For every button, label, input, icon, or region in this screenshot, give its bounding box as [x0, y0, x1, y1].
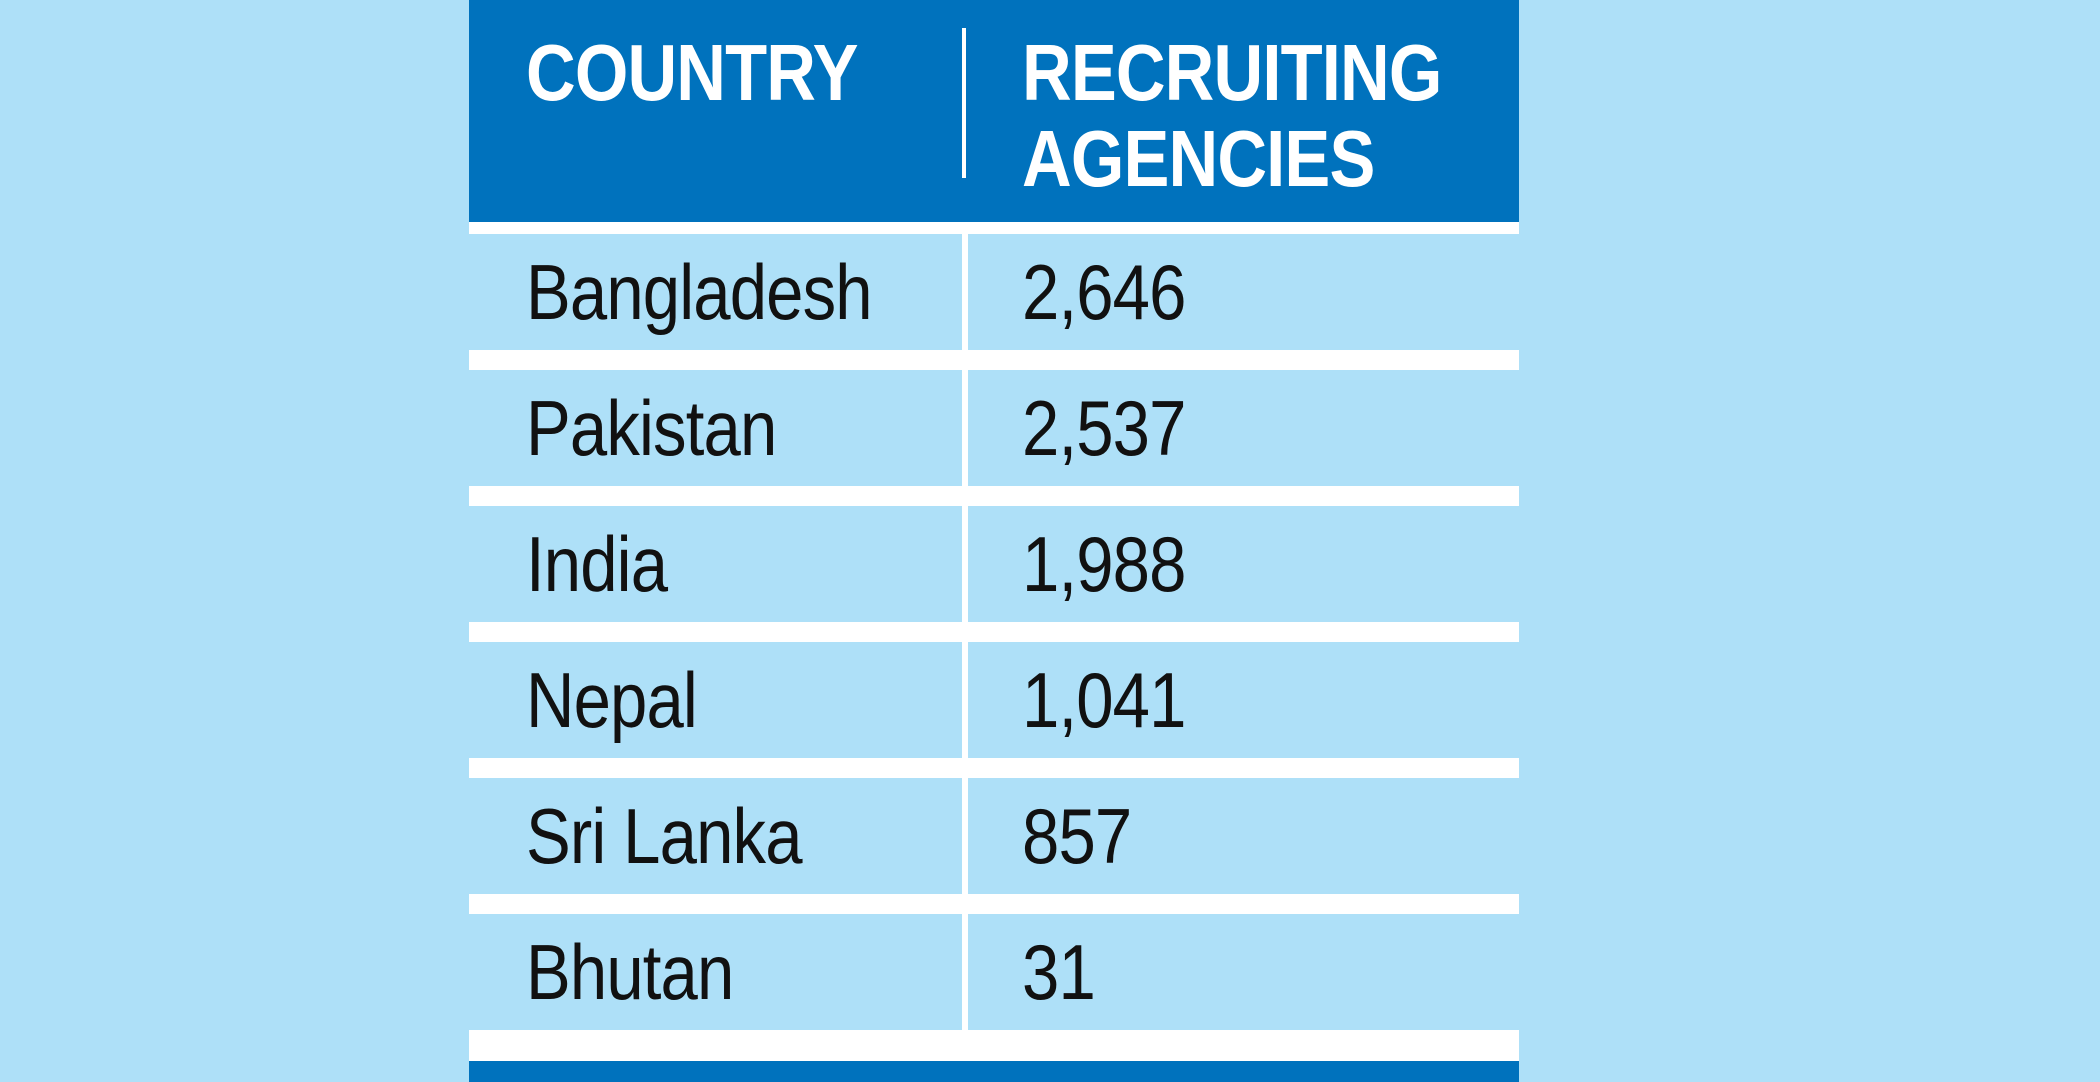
country-cell: Nepal: [469, 642, 962, 758]
table-row: Bangladesh 2,646: [469, 234, 1519, 350]
agencies-count: 1,988: [1022, 520, 1186, 608]
country-name: Sri Lanka: [526, 792, 803, 880]
agencies-cell: 1,988: [968, 506, 1519, 622]
table-footer-bar: [469, 1061, 1519, 1082]
table-row: Sri Lanka 857: [469, 778, 1519, 894]
column-header-country: COUNTRY: [526, 28, 858, 117]
country-name: Bangladesh: [526, 248, 873, 336]
agencies-cell: 2,537: [968, 370, 1519, 486]
agencies-count: 857: [1022, 792, 1132, 880]
country-name: Bhutan: [526, 928, 734, 1016]
header-divider: [962, 28, 966, 178]
table-row: Pakistan 2,537: [469, 370, 1519, 486]
recruiting-agencies-table: COUNTRY RECRUITING AGENCIES Bangladesh 2,…: [469, 0, 1519, 1082]
country-cell: India: [469, 506, 962, 622]
agencies-count: 2,646: [1022, 248, 1186, 336]
agencies-count: 2,537: [1022, 384, 1186, 472]
country-cell: Bhutan: [469, 914, 962, 1030]
agencies-count: 31: [1022, 928, 1096, 1016]
agencies-cell: 857: [968, 778, 1519, 894]
agencies-cell: 1,041: [968, 642, 1519, 758]
table-row: India 1,988: [469, 506, 1519, 622]
agencies-count: 1,041: [1022, 656, 1186, 744]
country-cell: Bangladesh: [469, 234, 962, 350]
column-header-recruiting-agencies-text: RECRUITING AGENCIES: [1022, 28, 1442, 203]
table-row: Bhutan 31: [469, 914, 1519, 1030]
country-name: Nepal: [526, 656, 698, 744]
table-row: Nepal 1,041: [469, 642, 1519, 758]
table-header: COUNTRY RECRUITING AGENCIES: [469, 0, 1519, 222]
country-cell: Sri Lanka: [469, 778, 962, 894]
country-cell: Pakistan: [469, 370, 962, 486]
column-header-recruiting-agencies: RECRUITING AGENCIES: [1022, 28, 1442, 203]
agencies-cell: 2,646: [968, 234, 1519, 350]
country-name: India: [526, 520, 668, 608]
agencies-cell: 31: [968, 914, 1519, 1030]
country-name: Pakistan: [526, 384, 777, 472]
